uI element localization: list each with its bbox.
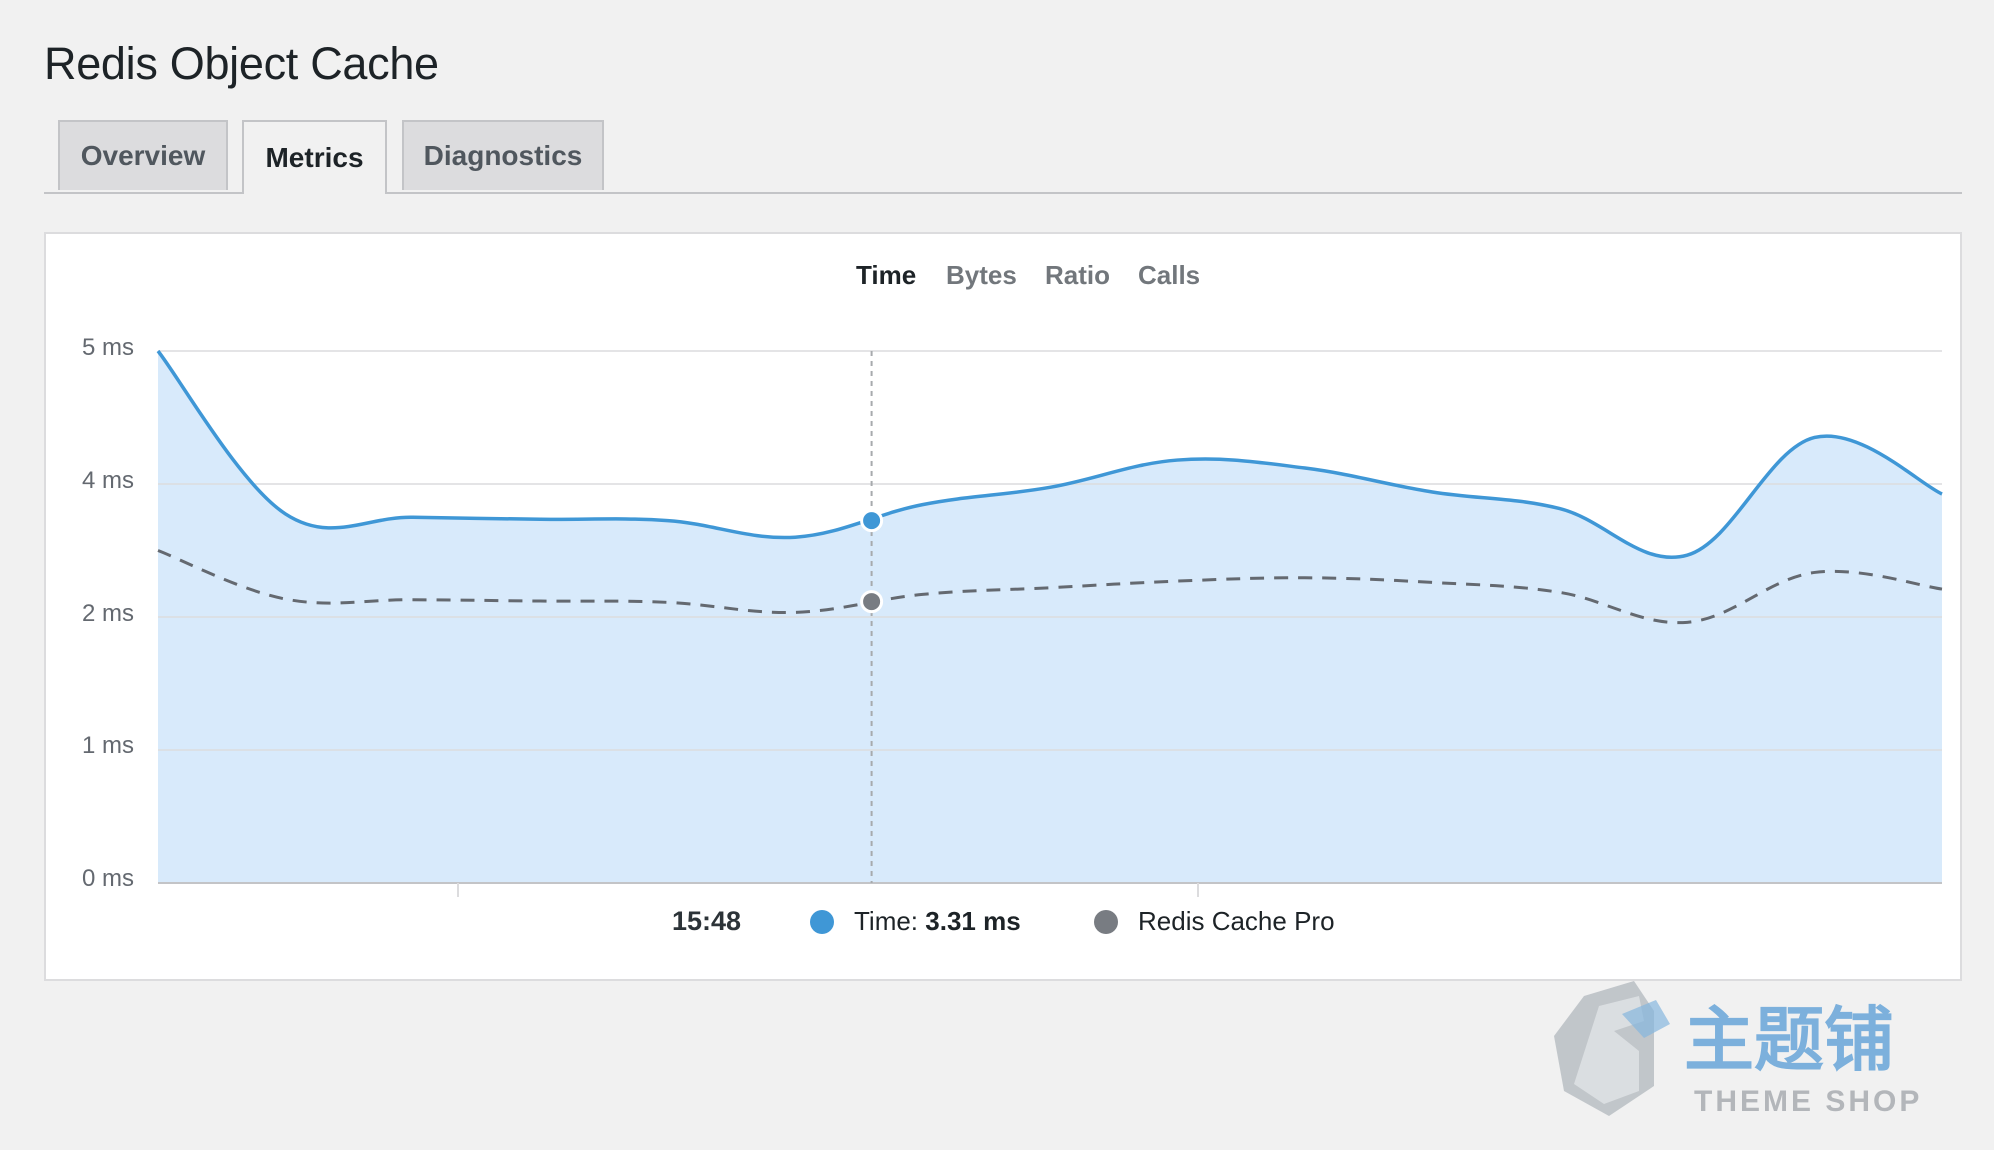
series-time-line <box>156 349 1943 559</box>
y-tick-label: 2 ms <box>82 600 135 627</box>
hover-time-label: 15:48 <box>672 906 742 936</box>
legend-redis-dot <box>1094 909 1118 934</box>
tab-diagnostics[interactable]: Diagnostics <box>402 120 604 190</box>
metric-tab-bytes[interactable]: Bytes <box>946 260 1017 290</box>
hover-point-time <box>860 509 884 533</box>
y-tick-label: 1 ms <box>82 732 135 759</box>
page-title: Redis Object Cache <box>44 38 439 89</box>
legend-redis-cache-pro[interactable]: Redis Cache Pro <box>1094 906 1335 937</box>
theme-shop-watermark: 主题铺 THEME SHOP <box>1554 981 1922 1118</box>
y-tick-label: 0 ms <box>82 865 135 892</box>
metric-tab-time[interactable]: Time <box>856 260 917 290</box>
series-redis-cache-pro-line <box>157 549 1943 625</box>
nav-tabs: Overview Metrics Diagnostics <box>44 120 1962 194</box>
tab-overview[interactable]: Overview <box>58 120 228 190</box>
metrics-panel: Time Bytes Ratio Calls 5 ms 4 ms 2 ms 1 … <box>44 232 1962 981</box>
metric-tab-ratio[interactable]: Ratio <box>1045 260 1110 290</box>
watermark-en-text: THEME SHOP <box>1694 1085 1922 1118</box>
legend-time-dot <box>810 909 834 934</box>
legend-time[interactable]: Time: 3.31 ms <box>810 906 1021 937</box>
watermark-cn-text: 主题铺 <box>1684 999 1894 1081</box>
y-tick-label: 5 ms <box>82 334 135 361</box>
metric-tab-calls[interactable]: Calls <box>1138 260 1201 290</box>
tab-metrics[interactable]: Metrics <box>242 120 387 194</box>
legend-redis-text: Redis Cache Pro <box>1138 906 1335 936</box>
hover-point-redis-cache-pro <box>860 590 884 614</box>
time-area-chart[interactable] <box>46 234 1960 979</box>
y-tick-label: 4 ms <box>82 467 135 494</box>
legend-time-text: Time: 3.31 ms <box>854 906 1021 936</box>
zp-logo-icon <box>1554 981 1670 1116</box>
